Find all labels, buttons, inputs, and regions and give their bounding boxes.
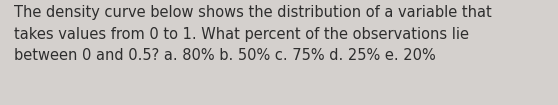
Text: The density curve below shows the distribution of a variable that
takes values f: The density curve below shows the distri… xyxy=(14,5,492,63)
